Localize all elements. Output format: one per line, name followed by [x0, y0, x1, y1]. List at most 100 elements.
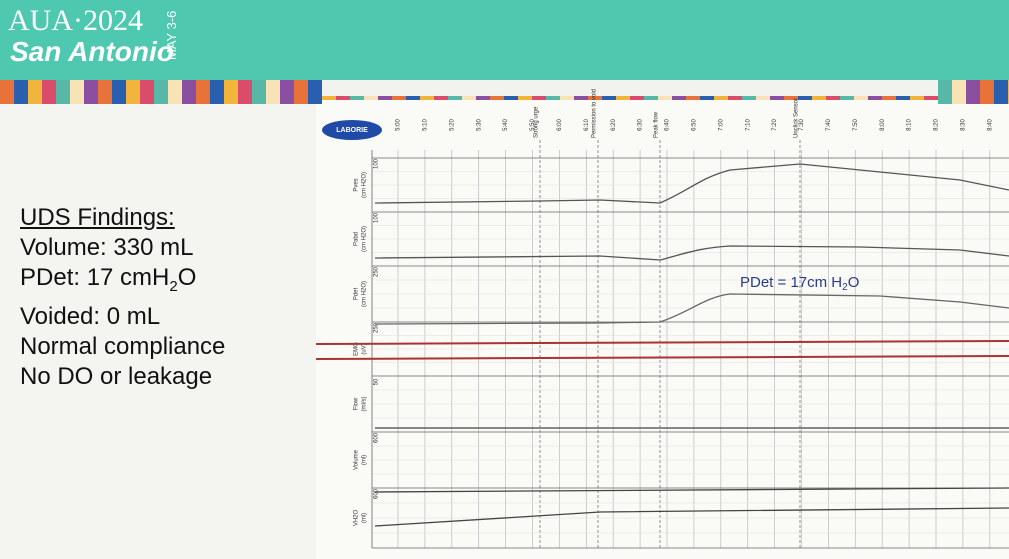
- pattern-tile: [770, 96, 784, 100]
- pattern-tile: [812, 96, 826, 100]
- finding-text: 2: [169, 277, 178, 295]
- traces: [315, 163, 1009, 527]
- pabd-trace: [374, 245, 1009, 261]
- annotation-text: PDet = 17cm H: [740, 274, 842, 291]
- pattern-tile: [826, 96, 840, 100]
- pattern-tile: [14, 80, 28, 104]
- time-tick-label: 6:50: [691, 119, 697, 131]
- event-label: Unclick Sensor: [794, 98, 800, 138]
- pattern-tile: [518, 96, 532, 100]
- finding-text: Voided: 0 mL: [20, 302, 161, 330]
- vh2o-trace: [374, 507, 1009, 527]
- finding-text: No DO or leakage: [20, 362, 213, 390]
- finding-line: Normal compliance: [20, 332, 225, 362]
- channel-name: Volume: [354, 449, 360, 470]
- volume-trace: [374, 487, 1009, 493]
- finding-text: O: [177, 264, 197, 291]
- channel-unit: (ml): [362, 513, 368, 523]
- pattern-tile: [854, 96, 868, 100]
- pattern-tile: [224, 80, 238, 104]
- time-tick-label: 6:30: [638, 119, 644, 131]
- channel-unit: (cm H2O): [362, 172, 368, 198]
- pattern-tile: [462, 96, 476, 100]
- time-tick-label: 8:10: [907, 119, 913, 131]
- channel-name: Pves: [354, 178, 360, 191]
- pattern-tile: [266, 80, 280, 104]
- pattern-tile: [154, 80, 168, 104]
- pattern-tile: [938, 80, 952, 104]
- pattern-tile: [882, 96, 896, 100]
- pattern-tile: [686, 96, 700, 100]
- pattern-tile: [350, 96, 364, 100]
- pattern-tile: [672, 96, 686, 100]
- conference-title: AUA·2024: [8, 4, 143, 37]
- annotation-text: 2: [842, 282, 848, 293]
- pattern-tile: [238, 80, 252, 104]
- pattern-tile: [434, 96, 448, 100]
- pattern-tile: [756, 96, 770, 100]
- header-band: AUA·2024 San Antonio MAY 3-6: [0, 0, 1009, 80]
- pattern-tile: [588, 96, 602, 100]
- annotation-text: O: [848, 274, 860, 291]
- time-tick-label: 7:10: [745, 119, 751, 131]
- pattern-strip: [0, 80, 1009, 104]
- pattern-tile: [896, 96, 910, 100]
- time-tick-label: 5:10: [422, 119, 428, 131]
- pattern-tile: [868, 96, 882, 100]
- pattern-tile: [196, 80, 210, 104]
- time-tick-label: 6:00: [557, 119, 563, 131]
- findings-heading: UDS Findings:: [20, 204, 175, 231]
- finding-text: Volume: 330 mL: [20, 234, 194, 261]
- finding-line: No DO or leakage: [20, 362, 225, 392]
- pattern-tile: [994, 80, 1008, 104]
- conference-city: San Antonio: [10, 36, 174, 67]
- time-tick-label: 5:40: [503, 119, 509, 131]
- emg-trace: [315, 340, 1009, 345]
- grid: 5:00 5:10 5:20 5:30 5:40 5:50 6:00 6:10 6:20 6:30…: [354, 89, 1009, 549]
- pattern-tile: [700, 96, 714, 100]
- pattern-tile: [630, 96, 644, 100]
- pattern-tile: [490, 96, 504, 100]
- pattern-tile: [280, 80, 294, 104]
- pves-trace: [374, 163, 1009, 204]
- time-tick-label: 6:20: [611, 119, 617, 131]
- pattern-tile: [574, 96, 588, 100]
- time-tick-label: 6:10: [584, 119, 590, 131]
- channel-name: Pdet: [354, 287, 360, 300]
- pdet-trace: [374, 293, 1009, 325]
- pattern-tile: [644, 96, 658, 100]
- pattern-tile: [714, 96, 728, 100]
- pattern-tile: [168, 80, 182, 104]
- channel-unit: (ml/s): [362, 397, 368, 412]
- finding-text: PDet: 17 cmH: [20, 264, 170, 291]
- channel-unit: (cm H2O): [362, 226, 368, 252]
- channel-scale: 600: [374, 432, 380, 443]
- pattern-tile: [84, 80, 98, 104]
- findings-panel: [0, 104, 316, 559]
- pattern-tile: [924, 96, 938, 100]
- finding-text: Normal compliance: [20, 332, 226, 360]
- pattern-tile: [0, 80, 14, 104]
- finding-line: Volume: 330 mL: [20, 233, 225, 263]
- pattern-tile: [546, 96, 560, 100]
- channel-unit: (cm H2O): [362, 281, 368, 307]
- time-tick-label: 7:40: [826, 119, 832, 131]
- tracing-paper: [316, 100, 1009, 559]
- channel-name: Flow: [354, 397, 360, 410]
- pattern-tile: [392, 96, 406, 100]
- pattern-tile: [840, 96, 854, 100]
- pattern-tile: [182, 80, 196, 104]
- pattern-tile: [406, 96, 420, 100]
- channel-unit: (uV): [362, 343, 368, 354]
- time-tick-label: 8:30: [960, 119, 966, 131]
- pattern-tile: [476, 96, 490, 100]
- emg-trace: [315, 355, 1009, 360]
- pattern-tile: [42, 80, 56, 104]
- pattern-tile: [56, 80, 70, 104]
- channel-name: VH2O: [354, 510, 360, 527]
- pattern-tile: [560, 96, 574, 100]
- pattern-tile: [910, 96, 924, 100]
- channel-scale: 250: [374, 266, 380, 277]
- channel-name: Pabd: [354, 232, 360, 246]
